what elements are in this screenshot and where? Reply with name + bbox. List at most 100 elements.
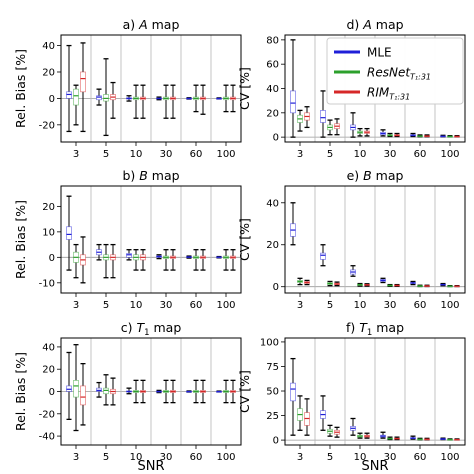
- box-resnet-snr-3: [297, 395, 303, 431]
- axes-frame: [60, 337, 242, 446]
- iqr-box: [290, 382, 296, 402]
- box-rim-snr-100: [454, 438, 460, 441]
- box-resnet-snr-10: [133, 84, 139, 119]
- x-tick-label: 10: [354, 452, 367, 463]
- box-resnet-snr-30: [387, 283, 393, 287]
- box-mle-snr-30: [156, 96, 162, 101]
- panel-b: b) B map Rel. Bias [%] -10 0 10 20 3 5 10 30 60 100: [13, 168, 242, 311]
- box-rim-snr-10: [364, 283, 370, 287]
- box-rim-snr-100: [454, 135, 460, 138]
- box-mle-snr-30: [380, 129, 386, 137]
- y-axis-label: Rel. Bias [%]: [13, 49, 28, 128]
- panel-title: f) T1 map: [346, 320, 404, 338]
- panel-title: c) T1 map: [121, 320, 182, 338]
- box-rim-snr-100: [230, 84, 236, 113]
- box-rim-snr-30: [170, 249, 176, 271]
- box-mle-snr-5: [96, 88, 102, 106]
- x-tick-label: 5: [327, 300, 333, 311]
- box-resnet-snr-3: [297, 109, 303, 132]
- x-tick-label: 100: [216, 149, 235, 160]
- box-mle-snr-10: [126, 387, 132, 395]
- box-rim-snr-60: [424, 134, 430, 138]
- x-tick-label: 30: [160, 452, 173, 463]
- iqr-box: [80, 71, 86, 93]
- box-resnet-snr-5: [103, 58, 109, 137]
- box-resnet-snr-10: [133, 249, 139, 271]
- iqr-box: [290, 90, 296, 114]
- box-mle-snr-5: [96, 243, 102, 261]
- box-rim-snr-10: [364, 127, 370, 137]
- box-resnet-snr-30: [387, 132, 393, 138]
- box-mle-snr-100: [216, 390, 222, 393]
- box-mle-snr-3: [290, 357, 296, 436]
- x-tick-label: 3: [297, 452, 303, 463]
- box-rim-snr-60: [200, 379, 206, 404]
- box-rim-snr-60: [200, 84, 206, 115]
- box-mle-snr-30: [380, 431, 386, 439]
- box-rim-snr-5: [110, 81, 116, 119]
- box-resnet-snr-100: [447, 135, 453, 138]
- iqr-box: [320, 252, 326, 260]
- iqr-box: [103, 94, 109, 102]
- x-tick-label: 10: [130, 300, 143, 311]
- panel-title: e) B map: [347, 168, 404, 183]
- x-tick-label: 5: [103, 300, 109, 311]
- axes-frame: [60, 34, 242, 143]
- legend: MLE ResNetT₁:31 RIMT₁:31: [326, 37, 464, 105]
- box-mle-snr-3: [290, 39, 296, 138]
- y-tick-label: -20: [39, 120, 55, 131]
- axes-frame: [284, 34, 466, 143]
- y-axis-label: CV [%]: [237, 370, 252, 413]
- iqr-box: [73, 88, 79, 106]
- box-rim-snr-5: [334, 426, 340, 438]
- panel-a: a) A map Rel. Bias [%] -20 0 20 40 3 5 10 30 60 100: [13, 17, 242, 160]
- box-rim-snr-3: [80, 42, 86, 133]
- x-tick-label: 3: [73, 149, 79, 160]
- y-tick-label: 75: [266, 362, 279, 373]
- y-tick-label: -40: [39, 432, 55, 443]
- x-tick-label: 5: [103, 149, 109, 160]
- x-tick-label: 30: [160, 149, 173, 160]
- box-mle-snr-3: [66, 44, 72, 133]
- panel-e: e) B map CV [%] 0 20 40 3 5 10 30 60 100: [237, 168, 466, 311]
- box-resnet-snr-60: [417, 134, 423, 138]
- box-mle-snr-5: [320, 395, 326, 431]
- x-tick-label: 60: [190, 300, 203, 311]
- x-tick-label: 60: [414, 149, 427, 160]
- box-resnet-snr-60: [417, 284, 423, 288]
- box-resnet-snr-5: [103, 243, 109, 279]
- box-rim-snr-3: [304, 398, 310, 436]
- box-resnet-snr-5: [103, 374, 109, 406]
- x-tick-label: 3: [73, 300, 79, 311]
- y-tick-label: -10: [39, 278, 55, 289]
- box-mle-snr-5: [96, 381, 102, 398]
- y-tick-label: 10: [42, 227, 55, 238]
- box-rim-snr-10: [140, 84, 146, 119]
- y-tick-label: 40: [266, 198, 279, 209]
- legend-label-resnet: ResNetT₁:31: [367, 66, 431, 82]
- box-resnet-snr-60: [193, 249, 199, 271]
- box-rim-snr-5: [334, 281, 340, 287]
- box-resnet-snr-3: [297, 277, 303, 286]
- y-tick-label: 0: [49, 253, 55, 264]
- x-tick-label: 10: [354, 149, 367, 160]
- y-tick-label: 0: [273, 133, 279, 144]
- box-rim-snr-30: [170, 379, 176, 404]
- panel-c: c) T1 map Rel. Bias [%] -40 -20 0 20 40 3 5 10 30 6…: [13, 320, 242, 463]
- x-tick-label: 100: [440, 300, 459, 311]
- x-tick-label: 100: [440, 452, 459, 463]
- axes-frame: [284, 337, 466, 446]
- box-resnet-snr-3: [73, 84, 79, 126]
- box-mle-snr-30: [156, 254, 162, 260]
- y-tick-label: 60: [266, 60, 279, 71]
- x-tick-label: 5: [327, 452, 333, 463]
- legend-label-mle: MLE: [367, 46, 392, 60]
- box-mle-snr-100: [440, 437, 446, 441]
- y-tick-label: 20: [42, 67, 55, 78]
- x-tick-label: 60: [190, 149, 203, 160]
- x-tick-label: 3: [297, 300, 303, 311]
- y-tick-label: 80: [266, 35, 279, 46]
- x-tick-label: 100: [216, 300, 235, 311]
- box-mle-snr-60: [410, 132, 416, 138]
- box-resnet-snr-10: [357, 282, 363, 287]
